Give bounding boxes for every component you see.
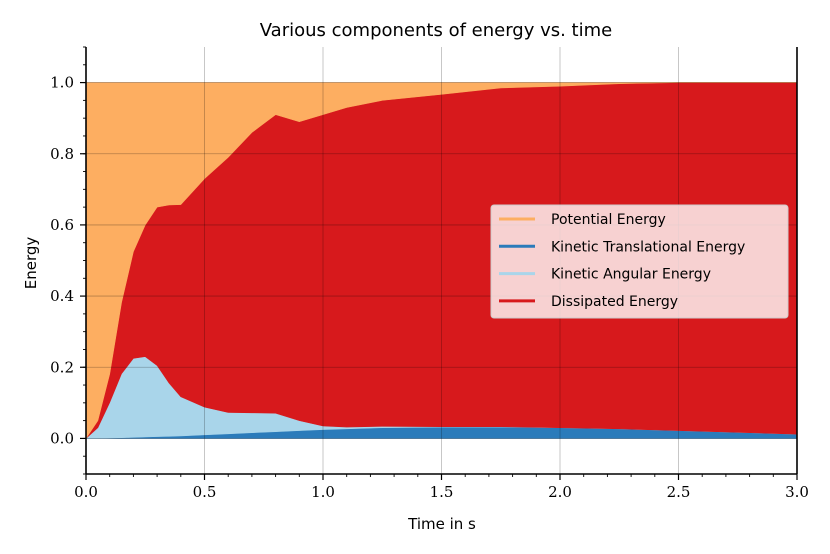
y-tick-label: 0.2 xyxy=(50,358,74,376)
legend-label-potential-energy: Potential Energy xyxy=(551,212,666,228)
y-tick-label: 1.0 xyxy=(50,74,74,92)
x-tick-label: 2.0 xyxy=(548,483,572,501)
x-tick-label: 1.0 xyxy=(311,483,335,501)
y-tick-label: 0.8 xyxy=(50,145,74,163)
y-axis-label: Energy xyxy=(22,237,40,290)
x-tick-label: 3.0 xyxy=(785,483,809,501)
x-axis-label: Time in s xyxy=(407,515,476,533)
y-ticks: 0.0 0.2 0.4 0.6 0.8 1.0 xyxy=(50,46,86,475)
stacked-areas xyxy=(85,82,798,440)
y-tick-label: 0.6 xyxy=(50,216,74,234)
legend-label-kinetic-translational-energy: Kinetic Translational Energy xyxy=(551,239,745,255)
area-potential-energy xyxy=(85,82,797,440)
legend-box xyxy=(490,204,789,319)
y-tick-label: 0.4 xyxy=(50,287,74,305)
chart-title: Various components of energy vs. time xyxy=(260,20,612,41)
x-tick-label: 0.5 xyxy=(193,483,217,501)
x-tick-label: 2.5 xyxy=(667,483,691,501)
y-tick-label: 0.0 xyxy=(50,429,74,447)
legend: Potential Energy Kinetic Translational En… xyxy=(490,204,789,319)
x-tick-label: 0.0 xyxy=(74,483,98,501)
x-tick-label: 1.5 xyxy=(430,483,454,501)
legend-label-kinetic-angular-energy: Kinetic Angular Energy xyxy=(551,267,711,283)
legend-label-dissipated-energy: Dissipated Energy xyxy=(551,294,678,310)
x-ticks: 0.0 0.5 1.0 1.5 2.0 2.5 3.0 xyxy=(74,474,809,501)
